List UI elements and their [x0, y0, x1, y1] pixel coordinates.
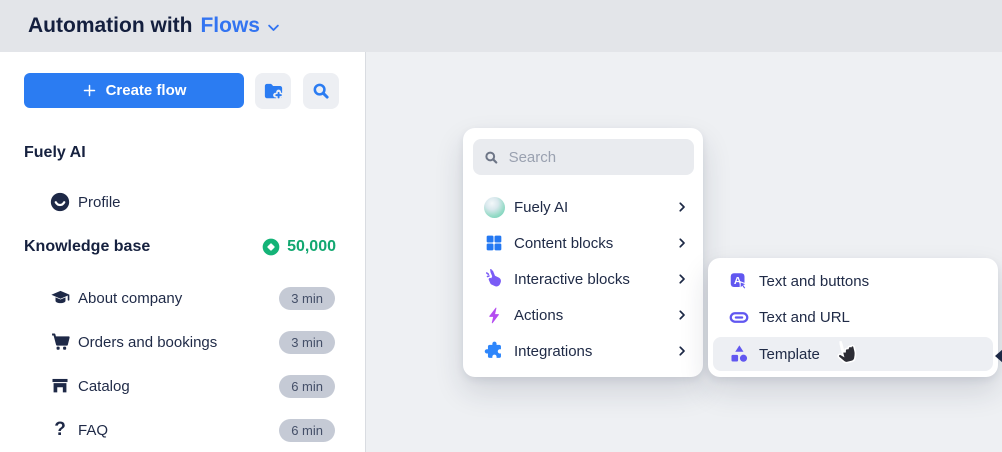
puzzle-icon — [483, 340, 505, 362]
block-search-box[interactable] — [473, 139, 694, 175]
section-heading-knowledge-base: Knowledge base — [24, 238, 151, 255]
create-flow-label: Create flow — [105, 82, 187, 99]
interactive-blocks-submenu: A Text and buttons Text and URL — [708, 258, 998, 377]
section-heading-fuely-ai: Fuely AI — [24, 144, 86, 161]
smiley-face-icon — [48, 190, 72, 214]
fuely-orb-icon — [483, 196, 505, 218]
block-search-input[interactable] — [508, 148, 684, 166]
submenu-item-text-and-url[interactable]: Text and URL — [708, 301, 998, 333]
sidebar: Create flow Fuely AI Profile — [0, 52, 366, 452]
add-folder-button[interactable] — [255, 73, 291, 109]
chevron-right-icon — [676, 201, 688, 213]
submenu-item-label: Template — [759, 345, 820, 363]
menu-item-label: Content blocks — [514, 234, 614, 252]
storefront-icon — [48, 374, 72, 398]
sidebar-item-label: About company — [78, 289, 183, 307]
submenu-item-label: Text and buttons — [759, 272, 870, 290]
shapes-icon — [728, 343, 750, 365]
submenu-item-label: Text and URL — [759, 308, 850, 326]
sidebar-item-profile[interactable]: Profile — [48, 188, 341, 216]
search-icon — [485, 151, 498, 164]
graduation-cap-icon — [48, 286, 72, 310]
menu-item-actions[interactable]: Actions — [463, 299, 703, 331]
credits-value: 50,000 — [287, 238, 336, 255]
sidebar-item-label: Orders and bookings — [78, 333, 218, 351]
submenu-item-text-and-buttons[interactable]: A Text and buttons — [708, 265, 998, 297]
chevron-right-icon — [676, 345, 688, 357]
tap-hand-icon — [483, 268, 505, 290]
sidebar-item-catalog[interactable]: Catalog 6 min — [48, 372, 341, 400]
edge-arrow-icon — [995, 349, 1002, 363]
folder-plus-icon — [264, 83, 284, 101]
text-button-icon: A — [728, 270, 750, 292]
sidebar-item-label: Profile — [78, 193, 121, 211]
plus-icon — [83, 84, 95, 97]
menu-item-label: Interactive blocks — [514, 270, 630, 288]
duration-badge: 3 min — [279, 330, 335, 354]
credits-counter: 50,000 — [261, 237, 336, 257]
chevron-right-icon — [676, 273, 688, 285]
flows-dropdown[interactable]: Flows — [200, 14, 281, 38]
svg-text:A: A — [734, 274, 742, 286]
sidebar-search-button[interactable] — [303, 73, 339, 109]
sidebar-item-label: FAQ — [78, 421, 109, 439]
block-picker-popup: Fuely AI Content blocks — [463, 128, 703, 377]
menu-item-integrations[interactable]: Integrations — [463, 335, 703, 367]
sidebar-item-faq[interactable]: ? FAQ 6 min — [48, 416, 341, 444]
chevron-right-icon — [676, 309, 688, 321]
chevron-right-icon — [676, 237, 688, 249]
sidebar-item-label: Catalog — [78, 377, 130, 395]
menu-item-interactive-blocks[interactable]: Interactive blocks — [463, 263, 703, 295]
search-icon — [313, 83, 329, 99]
question-mark-icon: ? — [54, 419, 66, 440]
menu-item-label: Integrations — [514, 342, 593, 360]
sidebar-item-orders-and-bookings[interactable]: Orders and bookings 3 min — [48, 328, 341, 356]
diamond-token-icon — [262, 238, 280, 256]
lightning-icon — [483, 304, 505, 326]
link-icon — [728, 306, 750, 328]
shopping-cart-icon — [48, 330, 72, 354]
create-flow-button[interactable]: Create flow — [24, 73, 244, 108]
duration-badge: 3 min — [279, 286, 335, 310]
flows-dropdown-label: Flows — [200, 14, 260, 37]
header-bar: Automation with Flows — [0, 0, 1002, 52]
menu-item-label: Fuely AI — [514, 198, 569, 216]
menu-item-label: Actions — [514, 306, 564, 324]
menu-item-content-blocks[interactable]: Content blocks — [463, 227, 703, 259]
duration-badge: 6 min — [279, 418, 335, 442]
grid-icon — [483, 232, 505, 254]
page-title: Automation with — [28, 14, 193, 37]
menu-item-fuely-ai[interactable]: Fuely AI — [463, 191, 703, 223]
duration-badge: 6 min — [279, 374, 335, 398]
chevron-down-icon — [268, 24, 279, 31]
sidebar-item-about-company[interactable]: About company 3 min — [48, 284, 341, 312]
submenu-item-template[interactable]: Template — [713, 337, 993, 371]
